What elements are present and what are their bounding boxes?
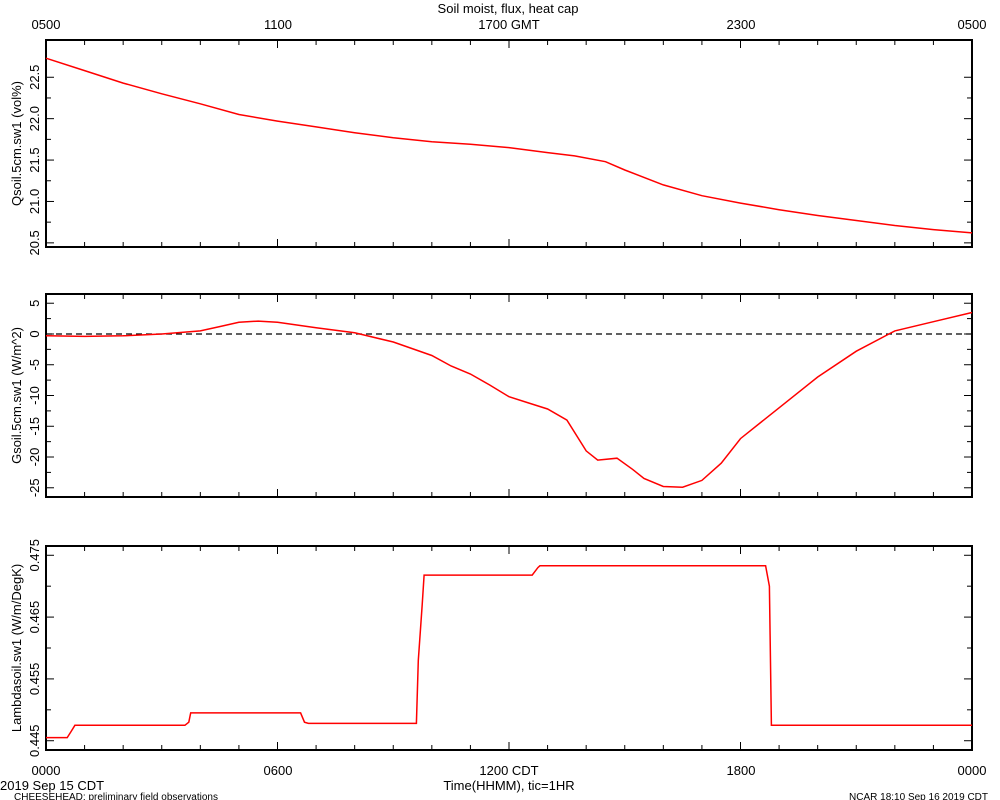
y-ticks: -25 -20 -15 -10 -5 0 5 <box>27 300 972 497</box>
y-tick-label: 0.445 <box>27 724 42 757</box>
top-axis-label-3: 2300 <box>727 17 756 32</box>
soil-moisture-line <box>45 57 973 234</box>
y-axis-label: Lambdasoil.sw1 (W/m/DegK) <box>9 564 24 732</box>
y-axis-label: Qsoil.5cm.sw1 (vol%) <box>9 81 24 206</box>
bottom-axis-label-0: 0000 <box>32 763 61 778</box>
y-tick-label: 0 <box>27 330 42 337</box>
y-tick-label: 22.5 <box>27 65 42 90</box>
x-axis-title: Time(HHMM), tic=1HR <box>443 778 574 793</box>
y-tick-label: -10 <box>27 386 42 405</box>
bottom-axis-label-4: 0000 <box>958 763 987 778</box>
panel-soil-moisture: Qsoil.5cm.sw1 (vol%) 20.5 21.0 21.5 22.0 22.… <box>9 39 973 256</box>
y-tick-label: -20 <box>27 448 42 467</box>
soil-heat-flux-line <box>45 311 973 488</box>
y-ticks: 20.5 21.0 21.5 22.0 22.5 <box>27 65 972 256</box>
panel-soil-heat-flux: Gsoil.5cm.sw1 (W/m^2) -25 -20 -15 -10 -5 0 5 <box>9 293 973 498</box>
y-tick-label: 5 <box>27 300 42 307</box>
footer-date: 2019 Sep 15 CDT <box>0 778 104 793</box>
panel-frame <box>45 39 973 248</box>
y-tick-label: 0.465 <box>27 601 42 634</box>
x-ticks <box>84 294 934 497</box>
thermal-conductivity-line <box>46 565 972 739</box>
footer-right-note: NCAR 18:10 Sep 16 2019 CDT <box>849 792 988 800</box>
top-axis-label-2: 1700 GMT <box>478 17 539 32</box>
x-ticks <box>84 40 934 247</box>
y-axis-label: Gsoil.5cm.sw1 (W/m^2) <box>9 327 24 464</box>
y-tick-label: 0.455 <box>27 663 42 696</box>
y-ticks: 0.445 0.455 0.465 0.475 <box>27 539 972 757</box>
x-ticks <box>84 546 934 750</box>
panel-frame <box>45 293 973 498</box>
footer-left-note: CHEESEHEAD: preliminary field observatio… <box>14 792 218 800</box>
y-tick-label: -25 <box>27 478 42 497</box>
y-tick-label: 22.0 <box>27 106 42 131</box>
bottom-axis-label-3: 1800 <box>727 763 756 778</box>
y-tick-label: -15 <box>27 417 42 436</box>
y-tick-label: 20.5 <box>27 230 42 255</box>
bottom-axis-label-2: 1200 CDT <box>479 763 538 778</box>
chart-title: Soil moist, flux, heat cap <box>438 1 579 16</box>
y-tick-label: -5 <box>27 359 42 371</box>
panel-frame <box>45 545 973 751</box>
top-axis-label-1: 1100 <box>264 17 292 32</box>
y-tick-label: 21.5 <box>27 147 42 172</box>
top-axis-label-0: 0500 <box>32 17 61 32</box>
top-axis-label-4: 0500 <box>958 17 987 32</box>
panel-thermal-conductivity: Lambdasoil.sw1 (W/m/DegK) 0.445 0.455 0.46… <box>9 539 973 757</box>
bottom-axis-label-1: 0600 <box>264 763 293 778</box>
y-tick-label: 0.475 <box>27 539 42 572</box>
y-tick-label: 21.0 <box>27 189 42 214</box>
